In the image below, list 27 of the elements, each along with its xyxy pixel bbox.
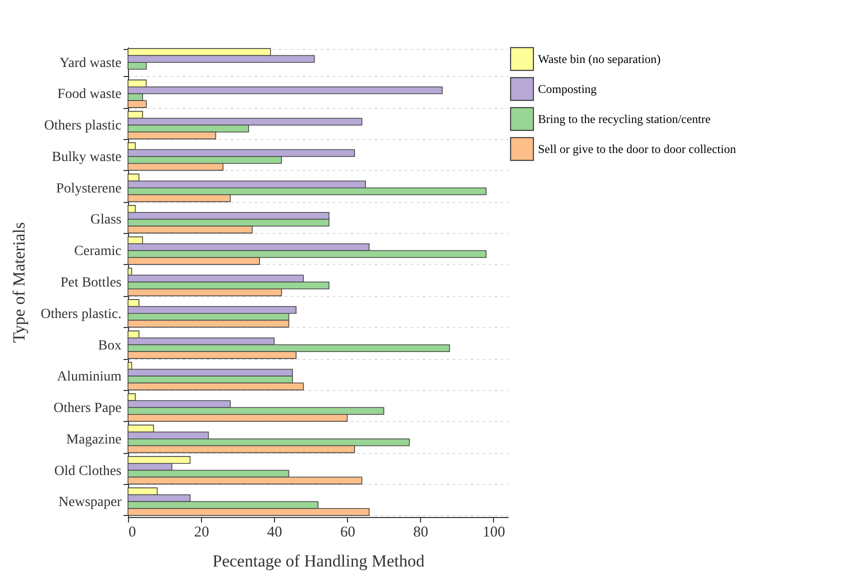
y-tick-label: Pet Bottles: [60, 276, 122, 290]
x-tick-label: 20: [194, 524, 210, 540]
y-tick-label: Polysterene: [56, 181, 122, 196]
y-tick-label: Others plastic.: [40, 306, 122, 322]
y-tick-label: Food waste: [57, 87, 122, 102]
legend-label: Waste bin (no separation): [538, 52, 661, 66]
legend-label: Composting: [538, 82, 597, 96]
x-tick-label: 80: [413, 524, 428, 540]
y-tick-label: Magazine: [66, 432, 122, 448]
y-tick-label: Others plastic: [44, 118, 122, 134]
y-tick-label: Ceramic: [74, 244, 122, 260]
x-tick-label: 100: [482, 524, 506, 540]
y-tick-label: Others Pape: [53, 401, 122, 416]
y-tick-label: Yard waste: [60, 56, 122, 71]
y-tick-label: Bulky waste: [52, 150, 122, 165]
y-tick-label: Old Clothes: [54, 464, 122, 479]
y-tick-label: Glass: [90, 212, 122, 228]
x-tick-label: 40: [267, 524, 282, 540]
legend-label: Sell or give to the door to door collection: [538, 142, 736, 156]
legend-label: Bring to the recycling station/centre: [538, 112, 711, 126]
y-axis-title: Type of Materials: [10, 222, 29, 343]
y-tick-label: Box: [98, 338, 122, 354]
x-tick-label: 0: [128, 524, 136, 540]
y-tick-label: Aluminium: [56, 370, 122, 385]
x-tick-label: 60: [340, 524, 356, 540]
x-axis-title: Pecentage of Handling Method: [212, 552, 425, 570]
y-tick-label: Newspaper: [58, 495, 122, 510]
